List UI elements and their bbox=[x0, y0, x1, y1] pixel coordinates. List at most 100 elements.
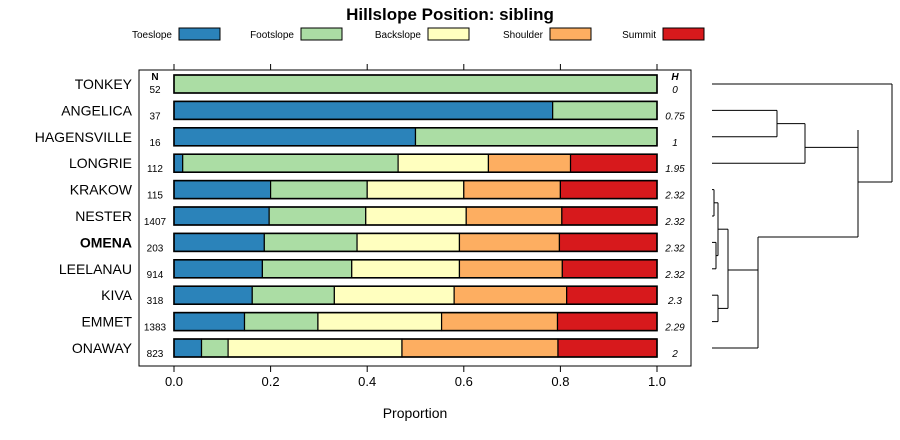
bar-hagensville-footslope bbox=[414, 127, 658, 147]
bar-krakow-shoulder bbox=[463, 180, 561, 200]
bar-leelanau-toeslope bbox=[173, 259, 263, 279]
x-tick-label-2: 0.4 bbox=[358, 374, 376, 389]
bar-outline-leelanau bbox=[173, 258, 658, 279]
bar-leelanau-backslope bbox=[351, 259, 461, 279]
bar-longrie-backslope bbox=[397, 153, 490, 173]
row-label-leelanau: LEELANAU bbox=[59, 261, 132, 277]
n-value-omena: 203 bbox=[147, 243, 164, 254]
bar-nester-summit bbox=[561, 206, 658, 226]
row-label-krakow: KRAKOW bbox=[70, 182, 133, 198]
bar-nester-toeslope bbox=[173, 206, 270, 226]
bar-outline-emmet bbox=[173, 311, 658, 332]
x-axis: 0.0 0.2 0.4 0.6 0.8 1.0 bbox=[165, 64, 666, 389]
h-value-nester: 2.32 bbox=[664, 217, 685, 228]
bar-emmet-backslope bbox=[317, 312, 443, 332]
bar-tonkey-footslope bbox=[173, 74, 658, 94]
x-tick-label-1: 0.2 bbox=[262, 374, 280, 389]
bar-emmet-shoulder bbox=[440, 312, 559, 332]
row-label-onaway: ONAWAY bbox=[72, 340, 133, 356]
x-axis-title: Proportion bbox=[383, 405, 448, 421]
bar-hagensville-toeslope bbox=[173, 127, 417, 147]
bar-omena-backslope bbox=[356, 232, 461, 252]
x-tick-label-4: 0.8 bbox=[551, 374, 569, 389]
bar-krakow-footslope bbox=[270, 180, 368, 200]
bar-kiva-backslope bbox=[333, 285, 455, 305]
bar-omena-footslope bbox=[263, 232, 358, 252]
x-tick-label-0: 0.0 bbox=[165, 374, 183, 389]
x-tick-label-3: 0.6 bbox=[455, 374, 473, 389]
n-value-tonkey: 52 bbox=[149, 85, 161, 96]
bar-kiva-summit bbox=[566, 285, 658, 305]
bar-outline-hagensville bbox=[173, 127, 658, 147]
bar-kiva-shoulder bbox=[453, 285, 568, 305]
legend: Toeslope Footslope Backslope Shoulder Summit bbox=[132, 27, 705, 41]
bar-outline-angelica bbox=[173, 100, 658, 121]
h-header: H bbox=[671, 72, 679, 83]
bar-series bbox=[173, 74, 658, 358]
h-value-angelica: 0.75 bbox=[665, 111, 685, 122]
row-label-longrie: LONGRIE bbox=[69, 155, 132, 171]
n-value-hagensville: 16 bbox=[149, 138, 161, 149]
dendrogram bbox=[712, 83, 893, 349]
row-label-omena: OMENA bbox=[80, 234, 132, 250]
legend-label-shoulder: Shoulder bbox=[503, 30, 544, 41]
row-labels: TONKEY 52 0 ANGELICA 37 0.75 HAGENSVILLE 16 1 LON… bbox=[35, 76, 685, 360]
h-value-tonkey: 0 bbox=[672, 85, 678, 96]
h-value-leelanau: 2.32 bbox=[664, 270, 685, 281]
n-value-onaway: 823 bbox=[147, 349, 164, 360]
h-value-omena: 2.32 bbox=[664, 243, 685, 254]
bar-nester-backslope bbox=[365, 206, 467, 226]
legend-swatch-summit bbox=[662, 27, 705, 41]
bar-kiva-footslope bbox=[251, 285, 335, 305]
bar-onaway-backslope bbox=[227, 338, 403, 358]
row-label-emmet: EMMET bbox=[81, 314, 132, 330]
bar-krakow-backslope bbox=[366, 180, 465, 200]
h-value-longrie: 1.95 bbox=[665, 164, 685, 175]
x-tick-label-5: 1.0 bbox=[648, 374, 666, 389]
bar-leelanau-summit bbox=[561, 259, 658, 279]
h-value-kiva: 2.3 bbox=[667, 296, 682, 307]
bar-outline-krakow bbox=[173, 179, 658, 200]
n-value-kiva: 318 bbox=[147, 296, 164, 307]
bar-outline-onaway bbox=[173, 338, 658, 358]
bar-longrie-summit bbox=[569, 153, 658, 173]
bar-onaway-shoulder bbox=[401, 338, 559, 358]
bar-emmet-summit bbox=[556, 312, 658, 332]
n-header: N bbox=[151, 72, 158, 83]
chart-title: Hillslope Position: sibling bbox=[346, 5, 554, 24]
bar-onaway-footslope bbox=[200, 338, 229, 358]
h-value-krakow: 2.32 bbox=[664, 191, 685, 202]
bar-angelica-footslope bbox=[552, 100, 658, 121]
legend-label-toeslope: Toeslope bbox=[132, 30, 172, 41]
bar-nester-footslope bbox=[268, 206, 367, 226]
legend-label-summit: Summit bbox=[622, 30, 656, 41]
bar-krakow-summit bbox=[559, 180, 658, 200]
bar-onaway-toeslope bbox=[173, 338, 203, 358]
bar-longrie-shoulder bbox=[487, 153, 572, 173]
row-label-hagensville: HAGENSVILLE bbox=[35, 129, 132, 145]
bar-outline-tonkey bbox=[173, 74, 658, 94]
bar-outline-nester bbox=[173, 206, 658, 226]
n-value-leelanau: 914 bbox=[147, 270, 164, 281]
bar-omena-summit bbox=[558, 232, 658, 252]
bar-omena-toeslope bbox=[173, 232, 265, 252]
n-value-krakow: 115 bbox=[147, 191, 163, 202]
legend-label-footslope: Footslope bbox=[250, 30, 294, 41]
bar-longrie-footslope bbox=[182, 153, 399, 173]
row-label-tonkey: TONKEY bbox=[75, 76, 133, 92]
row-label-kiva: KIVA bbox=[101, 287, 133, 303]
bar-omena-shoulder bbox=[458, 232, 561, 252]
n-value-longrie: 112 bbox=[147, 164, 163, 175]
plot-frame bbox=[138, 69, 692, 367]
legend-swatch-shoulder bbox=[549, 27, 592, 41]
bar-krakow-toeslope bbox=[173, 180, 272, 200]
bar-leelanau-footslope bbox=[261, 259, 353, 279]
bar-emmet-toeslope bbox=[173, 312, 246, 332]
h-value-emmet: 2.29 bbox=[664, 323, 685, 334]
legend-swatch-backslope bbox=[427, 27, 470, 41]
bar-outline-longrie bbox=[173, 153, 658, 173]
n-value-emmet: 1383 bbox=[144, 323, 167, 334]
row-label-nester: NESTER bbox=[75, 208, 132, 224]
